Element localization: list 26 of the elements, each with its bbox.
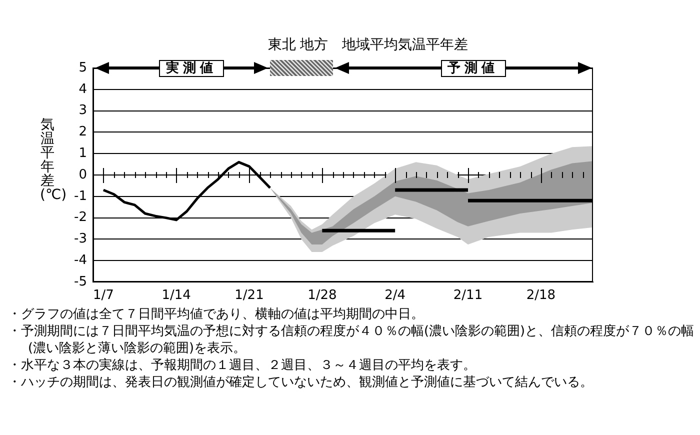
y-tick-label: 4	[78, 82, 87, 97]
x-tick-label: 1/28	[308, 288, 337, 304]
y-tick-label: 0	[78, 167, 87, 182]
y-tick-label: 5	[78, 60, 87, 76]
y-tick-label: -5	[74, 274, 87, 290]
chart-title: 東北 地方 地域平均気温平年差	[266, 36, 470, 54]
x-tick-label: 1/14	[162, 288, 191, 304]
y-axis-title: 気温平年差(℃)	[40, 117, 67, 203]
y-tick-label: -4	[74, 252, 87, 268]
text: ・水平な３本の実線は、予報期間の１週目、２週目、３～４週目の平均を表す。	[8, 357, 477, 374]
annotation: 実測値	[159, 60, 224, 76]
text: ・グラフの値は全て７日間平均値であり、横軸の値は平均期間の中日。	[8, 306, 425, 323]
x-tick-label: 1/21	[234, 288, 264, 304]
x-tick-label: 2/4	[384, 288, 406, 304]
y-tick-label: -3	[74, 232, 87, 247]
y-tick-label: 1	[78, 146, 87, 161]
x-tick-label: 2/18	[526, 288, 556, 304]
x-tick-label: 2/11	[453, 288, 483, 304]
y-tick-label: 3	[78, 103, 87, 118]
y-tick-label: 2	[78, 124, 87, 140]
text: ・ハッチの期間は、発表日の観測値が確定していないため、観測値と予測値に基づいて結んでいる。	[8, 374, 594, 391]
y-tick-label: -2	[74, 210, 87, 226]
y-tick-label: -1	[74, 188, 87, 204]
text: ・予測期間には７日間平均気温の予想に対する信頼の程度が４０％の幅(濃い陰影の範囲)と、信頼の程度が７０％の幅(濃い陰影と薄い陰影の範囲)を表示。	[8, 323, 695, 357]
x-tick-label: 1/7	[92, 288, 114, 304]
annotation: 予測値	[440, 60, 506, 76]
